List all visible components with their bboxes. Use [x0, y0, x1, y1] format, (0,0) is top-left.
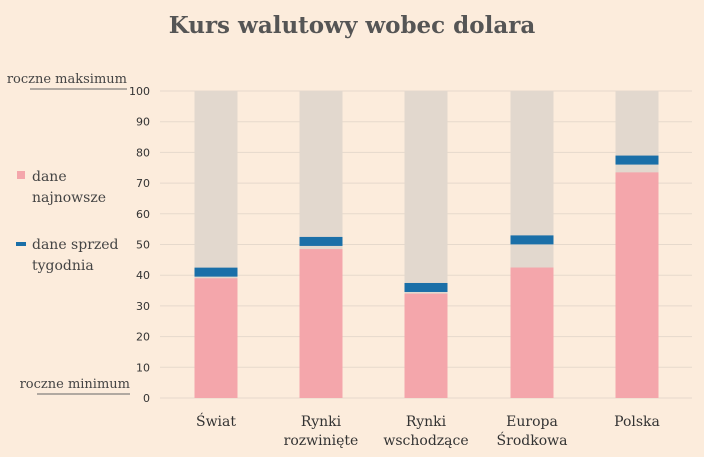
y-tick-label: 90 — [136, 116, 150, 129]
chart-title: Kurs walutowy wobec dolara — [168, 12, 536, 39]
x-category-label: Rynki — [301, 414, 342, 430]
x-category-label: Europa — [506, 414, 558, 430]
previous-marker — [194, 267, 238, 277]
previous-marker — [615, 155, 659, 165]
latest-bar — [194, 278, 238, 398]
y-tick-label: 40 — [136, 269, 150, 282]
y-tick-label: 10 — [136, 361, 150, 374]
legend-latest-label: najnowsze — [32, 190, 106, 206]
previous-marker — [510, 235, 554, 245]
y-tick-label: 30 — [136, 300, 150, 313]
y-tick-label: 50 — [136, 239, 150, 252]
latest-bar — [615, 172, 659, 398]
latest-bar — [404, 293, 448, 398]
y-max-label: roczne maksimum — [7, 72, 127, 87]
x-category-label: Świat — [196, 412, 236, 430]
y-tick-label: 20 — [136, 331, 150, 344]
latest-bar — [299, 249, 343, 398]
y-tick-label: 70 — [136, 177, 150, 190]
y-tick-label: 80 — [136, 146, 150, 159]
y-min-label: roczne minimum — [20, 377, 130, 392]
legend-previous-label: dane sprzed — [32, 237, 119, 253]
x-category-label: Rynki — [406, 414, 447, 430]
legend-previous-label: tygodnia — [32, 258, 94, 274]
previous-marker — [299, 236, 343, 246]
x-category-label: Polska — [614, 414, 660, 430]
y-tick-label: 0 — [143, 392, 150, 405]
legend-latest-swatch — [17, 171, 25, 179]
x-category-label: Środkowa — [497, 431, 568, 449]
y-tick-label: 60 — [136, 208, 150, 221]
legend-latest-label: dane — [32, 169, 67, 185]
y-tick-label: 100 — [129, 85, 150, 98]
latest-bar — [510, 267, 554, 398]
x-category-label: wschodzące — [383, 433, 468, 449]
previous-marker — [404, 282, 448, 292]
x-category-label: rozwinięte — [284, 433, 359, 449]
legend-previous-swatch — [16, 242, 26, 246]
